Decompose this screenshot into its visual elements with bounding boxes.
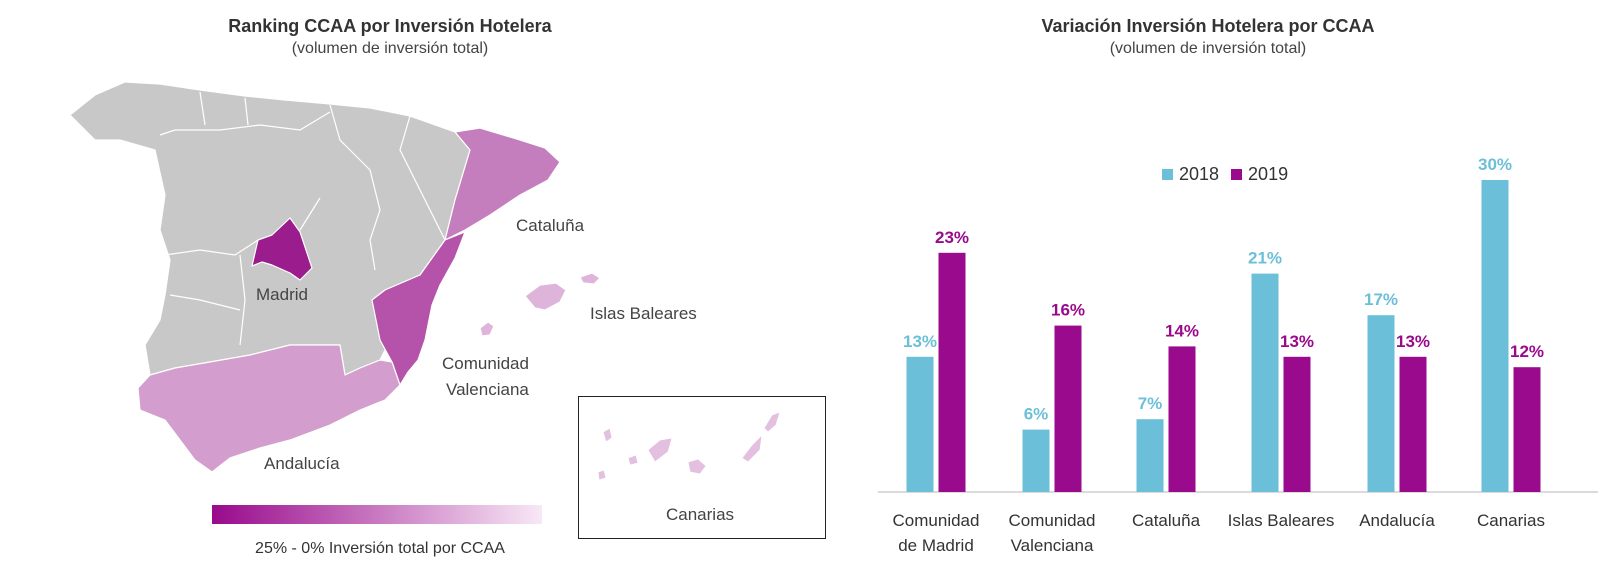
bar-2019-0: [938, 252, 966, 492]
category-label-1-0: Comunidad: [1009, 511, 1096, 530]
bar-2019-1: [1054, 325, 1082, 492]
scale-gradient-bar: [212, 505, 542, 524]
legend-item-2019: 2019: [1231, 164, 1288, 185]
data-label-2018-0: 13%: [903, 332, 937, 351]
label-andalucia: Andalucía: [264, 454, 340, 473]
chart-title: Variación Inversión Hotelera por CCAA: [1041, 16, 1375, 36]
data-label-2018-5: 30%: [1478, 155, 1512, 174]
data-label-2018-2: 7%: [1138, 394, 1163, 413]
label-baleares: Islas Baleares: [590, 304, 697, 323]
region-canarias-6: [741, 433, 763, 463]
bar-2019-5: [1513, 367, 1541, 492]
bar-2019-2: [1168, 346, 1196, 492]
category-label-3-0: Islas Baleares: [1228, 511, 1335, 530]
data-label-2019-4: 13%: [1396, 332, 1430, 351]
data-label-2019-5: 12%: [1510, 342, 1544, 361]
data-label-2019-0: 23%: [935, 228, 969, 247]
bar-2018-2: [1136, 419, 1164, 492]
bar-2019-3: [1283, 356, 1311, 492]
category-label-4-0: Andalucía: [1359, 511, 1435, 530]
data-label-2018-3: 21%: [1248, 249, 1282, 268]
region-canarias-4: [647, 437, 673, 463]
bar-2018-3: [1251, 273, 1279, 492]
bar-2018-1: [1022, 429, 1050, 492]
legend-swatch-2019: [1231, 169, 1243, 180]
region-andalucia: [137, 344, 401, 473]
bar-2019-4: [1399, 356, 1427, 492]
region-baleares-menorca: [579, 272, 601, 285]
bar-2018-0: [906, 356, 934, 492]
category-label-2-0: Cataluña: [1132, 511, 1201, 530]
label-canarias: Canarias: [666, 505, 735, 524]
data-label-2018-4: 17%: [1364, 290, 1398, 309]
chart-subtitle: (volumen de inversión total): [1109, 40, 1307, 57]
bar-2018-5: [1481, 180, 1509, 492]
category-label-0-0: Comunidad: [893, 511, 980, 530]
data-label-2019-2: 14%: [1165, 321, 1199, 340]
map-title: Ranking CCAA por Inversión Hotelera: [228, 16, 552, 36]
legend-label-2018: 2018: [1179, 164, 1220, 184]
region-canarias-5: [687, 458, 707, 475]
region-canarias-2: [597, 469, 607, 481]
region-baleares-mallorca: [524, 282, 567, 311]
data-label-2019-1: 16%: [1051, 301, 1085, 320]
legend-label-2019: 2019: [1248, 164, 1289, 184]
label-cataluna: Cataluña: [516, 216, 585, 235]
chart-legend: 2018 2019: [1162, 164, 1300, 185]
bar-2018-4: [1367, 315, 1395, 492]
legend-swatch-2018: [1162, 169, 1173, 180]
data-label-2019-3: 13%: [1280, 332, 1314, 351]
legend-item-2018: 2018: [1162, 164, 1219, 185]
region-canarias-3: [627, 454, 639, 466]
region-canarias-7: [763, 411, 781, 433]
label-valenciana-line2: Valenciana: [446, 380, 529, 399]
region-baleares-ibiza: [479, 321, 495, 337]
spain-map: [69, 81, 781, 481]
region-canarias-1: [602, 427, 613, 443]
category-label-1-1: Valenciana: [1011, 536, 1094, 555]
region-cataluna: [444, 127, 561, 241]
region-madrid: [251, 217, 313, 281]
category-label-0-1: de Madrid: [898, 536, 974, 555]
canarias-inset-box: [578, 396, 826, 539]
map-subtitle: (volumen de inversión total): [291, 40, 489, 57]
scale-caption: 25% - 0% Inversión total por CCAA: [255, 540, 505, 557]
label-madrid: Madrid: [256, 285, 308, 304]
region-valenciana: [371, 231, 466, 386]
label-valenciana-line1: Comunidad: [442, 354, 529, 373]
category-label-5-0: Canarias: [1477, 511, 1545, 530]
data-label-2018-1: 6%: [1024, 405, 1049, 424]
